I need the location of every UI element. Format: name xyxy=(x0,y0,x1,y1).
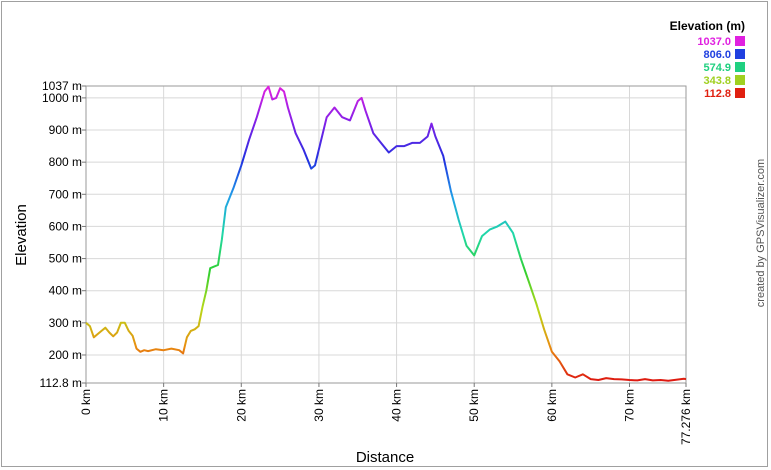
credit-text: created by GPSVisualizer.com xyxy=(755,159,767,307)
y-tick-label: 112.8 m xyxy=(40,376,82,390)
x-tick-label: 50 km xyxy=(467,389,481,422)
y-axis-ticks: 112.8 m 200 m 300 m 400 m 500 m 600 m 700 m 800… xyxy=(40,79,86,390)
x-tick-label: 0 km xyxy=(79,389,93,415)
x-axis-ticks: 0 km 10 km 20 km 30 km 40 km 50 km 60 km 70 km 7… xyxy=(79,383,693,445)
legend-swatch xyxy=(735,36,745,46)
legend-title: Elevation (m) xyxy=(670,19,745,33)
legend-swatch xyxy=(735,62,745,72)
legend-value: 1037.0 xyxy=(697,36,731,48)
gridlines xyxy=(85,85,687,384)
y-tick-label: 1000 m xyxy=(42,91,82,105)
y-axis-title: Elevation xyxy=(13,204,30,266)
x-tick-label: 20 km xyxy=(234,389,248,422)
legend-swatch xyxy=(735,49,745,59)
y-tick-label: 800 m xyxy=(49,155,82,169)
elevation-line xyxy=(85,85,687,382)
x-tick-label: 77.276 km xyxy=(679,389,693,445)
legend-value: 806.0 xyxy=(703,49,731,61)
legend-swatch xyxy=(735,75,745,85)
legend-value: 574.9 xyxy=(703,62,731,74)
x-tick-label: 10 km xyxy=(157,389,171,422)
legend-value: 343.8 xyxy=(703,75,731,87)
x-tick-label: 60 km xyxy=(545,389,559,422)
x-tick-label: 40 km xyxy=(390,389,404,422)
y-tick-label: 600 m xyxy=(49,219,82,233)
legend-value: 112.8 xyxy=(704,88,731,100)
x-axis-title: Distance xyxy=(356,449,414,466)
y-tick-label: 400 m xyxy=(49,284,82,298)
legend-swatch xyxy=(735,88,745,98)
x-tick-label: 70 km xyxy=(623,389,637,422)
y-tick-label: 500 m xyxy=(49,252,82,266)
plot-area xyxy=(85,85,687,384)
y-tick-label: 300 m xyxy=(49,316,82,330)
y-tick-label: 200 m xyxy=(49,348,82,362)
y-tick-label: 1037 m xyxy=(42,79,82,93)
y-tick-label: 700 m xyxy=(49,187,82,201)
x-tick-label: 30 km xyxy=(312,389,326,422)
y-tick-label: 900 m xyxy=(49,123,82,137)
